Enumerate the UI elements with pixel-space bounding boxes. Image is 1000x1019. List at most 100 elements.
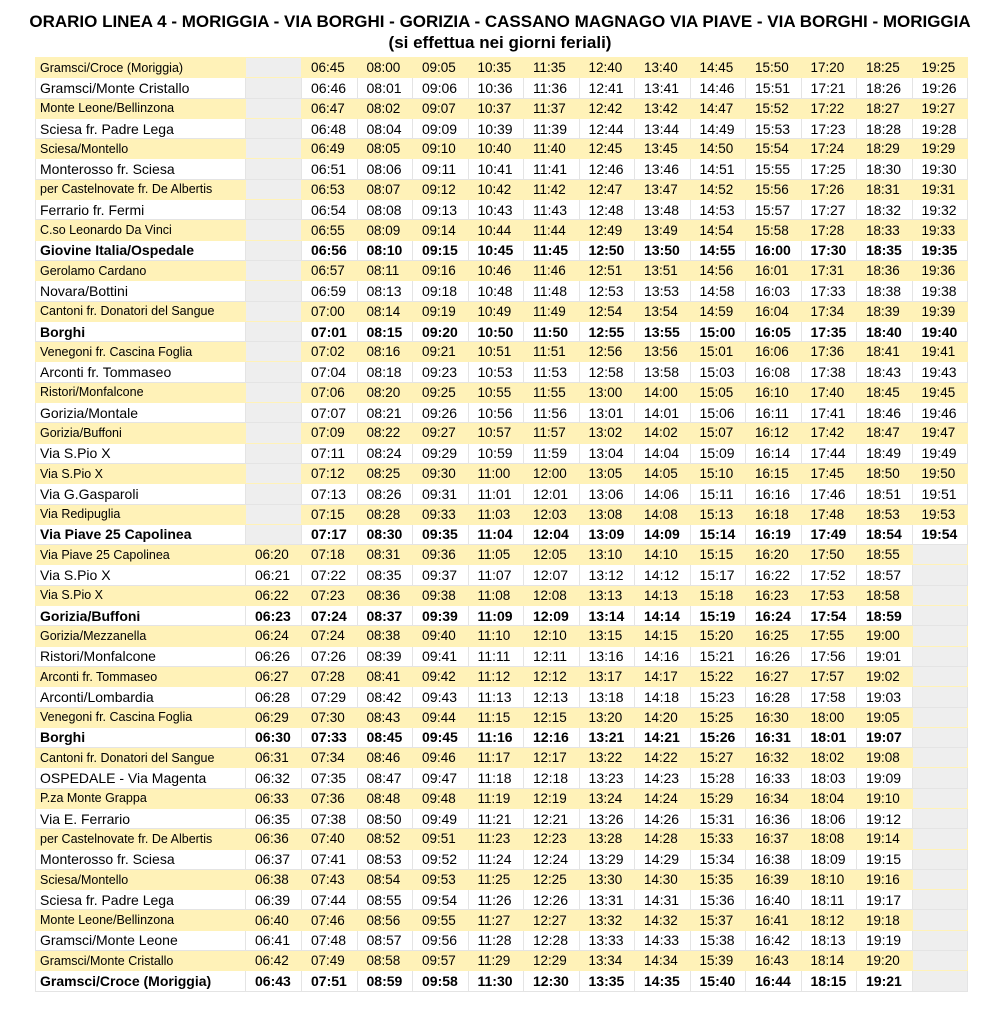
departure-time: 19:12 <box>856 807 913 830</box>
departure-time: 10:35 <box>467 56 524 79</box>
departure-time: 19:16 <box>856 868 913 891</box>
departure-time: 12:44 <box>578 117 635 140</box>
departure-time: 08:20 <box>356 381 413 404</box>
table-row: per Castelnovate fr. De Albertis 06:36 07:… <box>35 828 968 850</box>
departure-time: 11:25 <box>467 868 524 891</box>
departure-time: 08:13 <box>356 280 413 302</box>
stop-name: Monterosso fr. Sciesa <box>35 848 246 870</box>
departure-time: 07:17 <box>301 523 358 546</box>
stop-name: Gramsci/Croce (Moriggia) <box>35 56 246 79</box>
departure-time: 06:59 <box>301 280 358 302</box>
departure-time: 19:49 <box>911 442 968 464</box>
departure-time: 09:54 <box>412 889 469 911</box>
table-row: Gramsci/Monte Leone 06:41 07:48 08:57 09:56 1… <box>35 929 968 952</box>
departure-time: 08:22 <box>356 422 413 444</box>
departure-time: 12:51 <box>578 259 635 282</box>
table-row: Monterosso fr. Sciesa 06:51 08:06 09:11 10:4… <box>35 158 968 180</box>
table-row: Venegoni fr. Cascina Foglia 06:29 07:30 08:… <box>35 706 968 728</box>
departure-time: 10:46 <box>467 259 524 282</box>
stop-name: Gorizia/Buffoni <box>35 605 246 627</box>
departure-time: 13:48 <box>634 199 691 221</box>
departure-time: 18:03 <box>800 767 857 789</box>
departure-time: 06:35 <box>245 807 302 830</box>
departure-time: 08:28 <box>356 503 413 525</box>
departure-time: 19:15 <box>856 848 913 870</box>
departure-time: 18:09 <box>800 848 857 870</box>
departure-time: 11:09 <box>467 605 524 627</box>
table-row: Cantoni fr. Donatori del Sangue 06:31 07:3… <box>35 747 968 769</box>
departure-time: 06:20 <box>245 544 302 566</box>
departure-time: 13:22 <box>578 747 635 769</box>
departure-time: 08:54 <box>356 868 413 891</box>
departure-time: 13:49 <box>634 219 691 241</box>
stop-name: Via S.Pio X <box>35 564 246 586</box>
departure-time: 15:36 <box>689 889 746 911</box>
departure-time: 07:15 <box>301 503 358 525</box>
departure-time: 09:40 <box>412 625 469 647</box>
departure-time: 17:45 <box>800 462 857 485</box>
empty-cell <box>245 219 302 241</box>
departure-time: 16:32 <box>745 747 802 769</box>
departure-time: 09:12 <box>412 178 469 201</box>
departure-time: 18:35 <box>856 239 913 261</box>
departure-time: 09:21 <box>412 341 469 363</box>
departure-time: 17:54 <box>800 605 857 627</box>
departure-time: 19:31 <box>911 178 968 201</box>
departure-time: 11:15 <box>467 706 524 728</box>
departure-time: 12:27 <box>523 909 580 931</box>
departure-time: 10:50 <box>467 320 524 343</box>
table-row: Sciesa fr. Padre Lega 06:39 07:44 08:55 09:5… <box>35 889 968 911</box>
departure-time: 13:30 <box>578 868 635 891</box>
empty-cell <box>911 584 968 607</box>
departure-time: 09:52 <box>412 848 469 870</box>
departure-time: 07:33 <box>301 726 358 749</box>
departure-time: 16:27 <box>745 665 802 688</box>
departure-time: 15:17 <box>689 564 746 586</box>
departure-time: 08:14 <box>356 300 413 322</box>
departure-time: 18:59 <box>856 605 913 627</box>
departure-time: 16:28 <box>745 686 802 708</box>
departure-time: 16:22 <box>745 564 802 586</box>
departure-time: 17:33 <box>800 280 857 302</box>
departure-time: 15:26 <box>689 726 746 749</box>
departure-time: 18:14 <box>800 950 857 972</box>
table-row: Via S.Pio X 07:12 08:25 09:30 11:00 12:00 13:0… <box>35 462 968 485</box>
departure-time: 12:19 <box>523 787 580 809</box>
departure-time: 12:29 <box>523 950 580 972</box>
departure-time: 09:13 <box>412 199 469 221</box>
departure-time: 19:19 <box>856 929 913 952</box>
departure-time: 11:08 <box>467 584 524 607</box>
departure-time: 14:33 <box>634 929 691 952</box>
stop-name: Venegoni fr. Cascina Foglia <box>35 341 246 363</box>
departure-time: 15:03 <box>689 361 746 383</box>
departure-time: 06:22 <box>245 584 302 607</box>
departure-time: 13:17 <box>578 665 635 688</box>
empty-cell <box>245 381 302 404</box>
departure-time: 12:53 <box>578 280 635 302</box>
departure-time: 09:46 <box>412 747 469 769</box>
departure-time: 09:07 <box>412 97 469 119</box>
stop-name: Gorizia/Montale <box>35 402 246 424</box>
table-row: Via G.Gasparoli 07:13 08:26 09:31 11:01 12:01… <box>35 483 968 505</box>
departure-time: 10:57 <box>467 422 524 444</box>
departure-time: 09:35 <box>412 523 469 546</box>
departure-time: 13:46 <box>634 158 691 180</box>
table-row: Gorizia/Mezzanella 06:24 07:24 08:38 09:40 11… <box>35 625 968 647</box>
departure-time: 12:47 <box>578 178 635 201</box>
departure-time: 16:33 <box>745 767 802 789</box>
departure-time: 09:23 <box>412 361 469 383</box>
stop-name: Via S.Pio X <box>35 584 246 607</box>
departure-time: 06:38 <box>245 868 302 891</box>
departure-time: 13:41 <box>634 77 691 99</box>
departure-time: 13:15 <box>578 625 635 647</box>
table-row: Gramsci/Croce (Moriggia) 06:45 08:00 09:05 1… <box>35 56 968 79</box>
departure-time: 17:35 <box>800 320 857 343</box>
departure-time: 13:23 <box>578 767 635 789</box>
departure-time: 18:51 <box>856 483 913 505</box>
departure-time: 08:16 <box>356 341 413 363</box>
departure-time: 10:48 <box>467 280 524 302</box>
departure-time: 14:02 <box>634 422 691 444</box>
departure-time: 13:29 <box>578 848 635 870</box>
departure-time: 12:42 <box>578 97 635 119</box>
empty-cell <box>911 726 968 749</box>
